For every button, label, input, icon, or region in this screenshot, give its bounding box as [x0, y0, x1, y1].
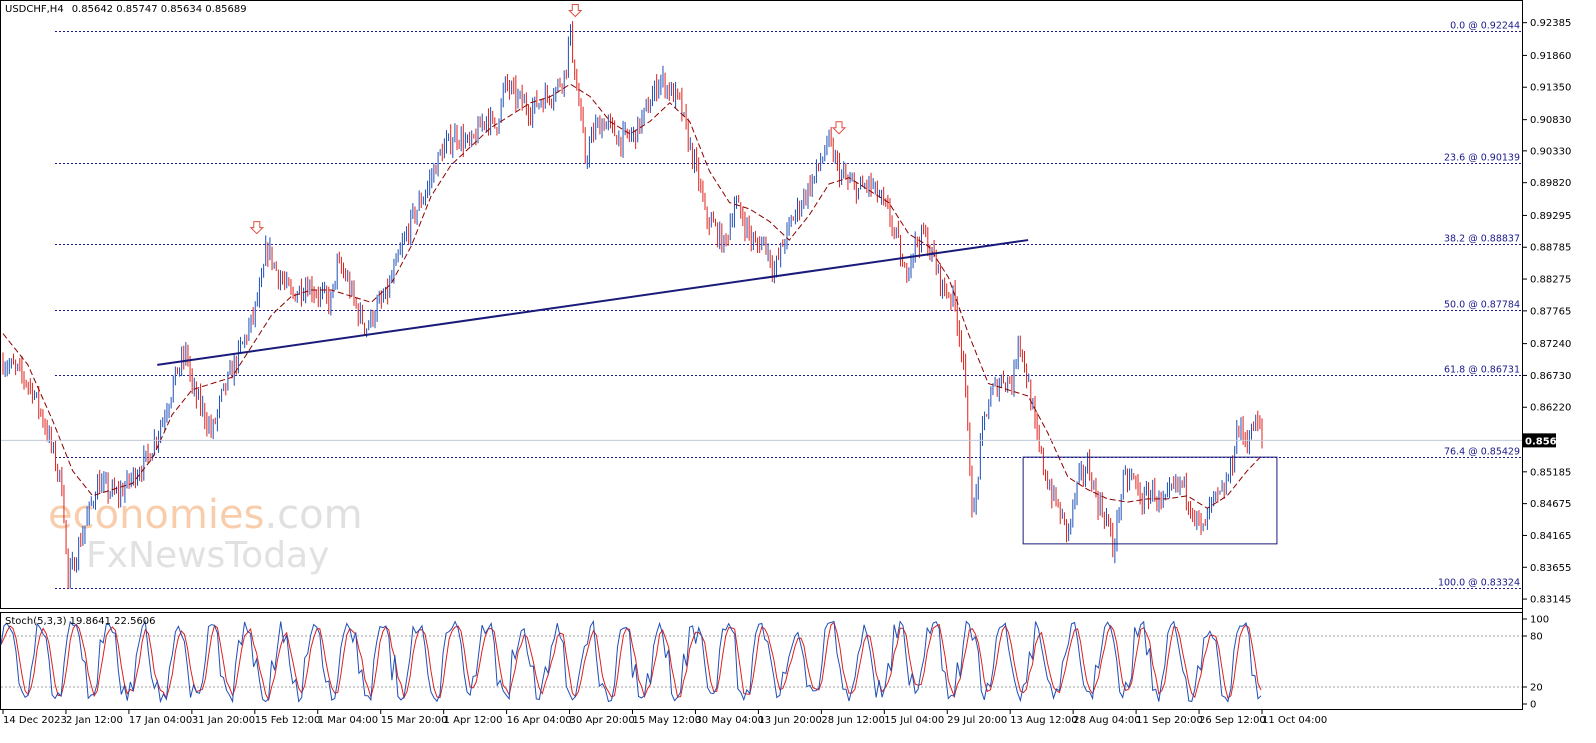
watermark-fxnewstoday: FxNewsToday [86, 535, 329, 576]
down-arrow-icon [568, 3, 583, 18]
down-arrow-icon [831, 121, 847, 135]
price-tick-label: 0.86220 [1530, 403, 1571, 414]
fib-label: 38.2 @ 0.88837 [1444, 234, 1520, 245]
price-tick-label: 0.83655 [1530, 563, 1571, 574]
fib-label: 100.0 @ 0.83324 [1438, 578, 1520, 589]
time-tick-label: 16 Apr 04:00 [507, 715, 572, 726]
time-tick-label: 1 Mar 04:00 [318, 715, 378, 726]
stoch-tick-label: 100 [1530, 615, 1549, 626]
fib-label: 76.4 @ 0.85429 [1444, 447, 1520, 458]
range-rectangle [1022, 456, 1278, 545]
price-tick-label: 0.84675 [1530, 499, 1571, 510]
price-tick-label: 0.88275 [1530, 275, 1571, 286]
price-tick-label: 0.86730 [1530, 371, 1571, 382]
price-tick-label: 0.88785 [1530, 243, 1571, 254]
current-price-badge [1523, 433, 1556, 448]
stoch-label: Stoch(5,3,3) 19.8641 22.5606 [5, 616, 156, 627]
price-tick-label: 0.90330 [1530, 146, 1571, 157]
support-trendline [157, 239, 1029, 366]
time-tick-label: 11 Sep 20:00 [1136, 715, 1203, 726]
time-tick-label: 15 Mar 20:00 [381, 715, 448, 726]
current-price-label: 0.85689 [1525, 436, 1571, 447]
stoch-tick-label: 80 [1530, 632, 1543, 643]
time-tick-label: 30 Apr 20:00 [570, 715, 635, 726]
time-tick-label: 30 May 04:00 [695, 715, 764, 726]
price-tick-label: 0.87765 [1530, 306, 1571, 317]
price-tick-label: 0.91860 [1530, 51, 1571, 62]
ohlc-values: 0.85642 0.85747 0.85634 0.85689 [72, 4, 247, 15]
time-tick-label: 31 Jan 20:00 [192, 715, 255, 726]
stochastic-oscillator: 100 80 20 0 [0, 615, 1549, 711]
watermark: economies.com FxNewsToday [48, 492, 363, 576]
price-tick-label: 0.83145 [1530, 595, 1571, 606]
price-tick-label: 0.89820 [1530, 178, 1571, 189]
fib-label: 0.0 @ 0.92244 [1450, 21, 1520, 32]
chart-title: USDCHF,H4 0.85642 0.85747 0.85634 0.85689 [5, 4, 247, 15]
price-tick-label: 0.87240 [1530, 339, 1571, 350]
time-tick-label: 15 Jul 04:00 [884, 715, 944, 726]
price-tick-label: 0.89295 [1530, 211, 1571, 222]
time-tick-label: 15 May 12:00 [633, 715, 702, 726]
time-tick-label: 15 Feb 12:00 [255, 715, 321, 726]
fib-label: 61.8 @ 0.86731 [1444, 365, 1520, 376]
down-arrow-icon [249, 221, 264, 235]
trendline-layer [157, 239, 1278, 545]
stoch-main-line [0, 619, 1262, 704]
stoch-tick-label: 20 [1530, 683, 1543, 694]
price-candles [2, 21, 1263, 589]
symbol-label: USDCHF,H4 [5, 4, 64, 15]
time-tick-label: 1 Apr 12:00 [444, 715, 503, 726]
price-tick-label: 0.92385 [1530, 18, 1571, 29]
time-tick-label: 13 Aug 12:00 [1010, 715, 1077, 726]
price-tick-label: 0.91350 [1530, 83, 1571, 94]
watermark-brand: economies.com [48, 492, 363, 538]
price-tick-label: 0.85185 [1530, 467, 1571, 478]
time-tick-label: 28 Jun 12:00 [821, 715, 885, 726]
time-tick-label: 28 Aug 04:00 [1073, 715, 1140, 726]
stoch-tick-label: 0 [1530, 700, 1536, 711]
moving-average [2, 83, 1263, 509]
stoch-signal-line [0, 621, 1262, 702]
axis-ticks: 0.92385 0.91860 0.91350 0.90830 0.90330 0.898… [2, 18, 1571, 726]
fib-label: 23.6 @ 0.90139 [1444, 153, 1520, 164]
moving-average-line [2, 83, 1263, 509]
time-tick-label: 29 Jul 20:00 [947, 715, 1007, 726]
time-tick-label: 11 Oct 04:00 [1262, 715, 1327, 726]
overlays: 0.85689 [1, 3, 1571, 448]
time-tick-label: 13 Jun 20:00 [758, 715, 822, 726]
time-tick-label: 26 Sep 12:00 [1199, 715, 1266, 726]
fib-label: 50.0 @ 0.87784 [1444, 300, 1520, 311]
time-tick-label: 2 Jan 12:00 [66, 715, 123, 726]
time-tick-label: 17 Jan 04:00 [129, 715, 192, 726]
time-tick-label: 14 Dec 2023 [3, 715, 67, 726]
price-tick-label: 0.84165 [1530, 531, 1571, 542]
price-tick-label: 0.90830 [1530, 115, 1571, 126]
